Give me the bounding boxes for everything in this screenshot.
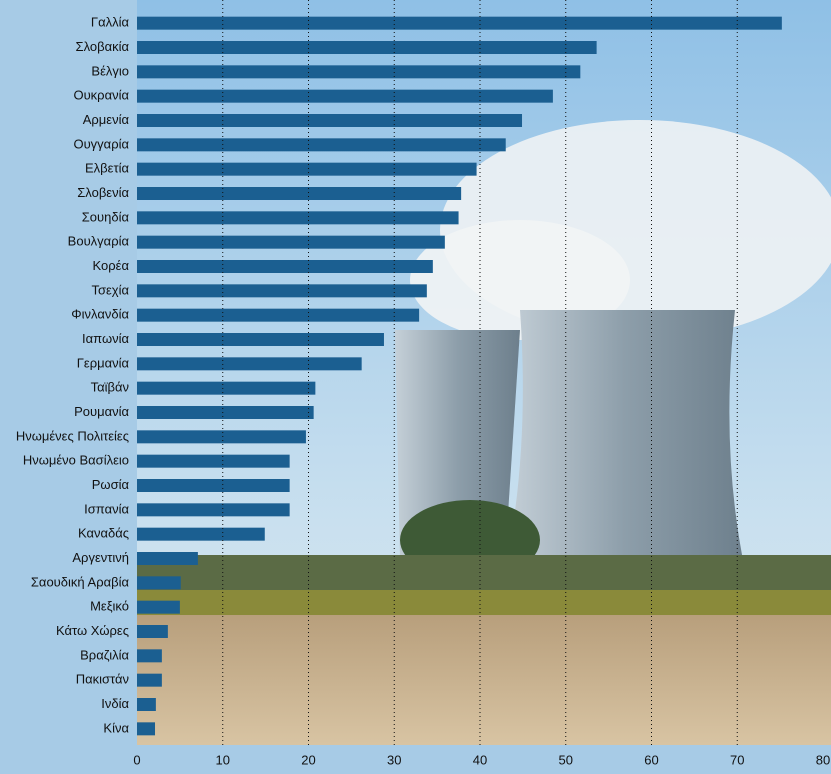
- bar: [137, 649, 162, 662]
- bar: [137, 41, 597, 54]
- y-tick-label: Κάτω Χώρες: [56, 623, 129, 638]
- bar: [137, 309, 419, 322]
- y-tick-label: Βραζιλία: [80, 647, 129, 662]
- bar: [137, 333, 384, 346]
- bar: [137, 211, 459, 224]
- y-tick-label: Μεξικό: [90, 599, 129, 614]
- bar: [137, 260, 433, 273]
- bar: [137, 90, 553, 103]
- y-tick-label: Ουγγαρία: [73, 136, 129, 151]
- bar: [137, 528, 265, 541]
- bar: [137, 455, 290, 468]
- y-tick-label: Σουηδία: [82, 209, 130, 224]
- bar: [137, 479, 290, 492]
- bar: [137, 722, 155, 735]
- y-tick-label: Ιαπωνία: [82, 331, 129, 346]
- y-tick-label: Βέλγιο: [91, 63, 129, 78]
- x-tick-label: 10: [216, 752, 230, 767]
- x-tick-label: 40: [473, 752, 487, 767]
- y-tick-label: Ηνωμένο Βασίλειο: [23, 453, 129, 468]
- y-tick-label: Ισπανία: [84, 501, 129, 516]
- y-tick-label: Πακιστάν: [76, 672, 129, 687]
- x-tick-label: 0: [133, 752, 140, 767]
- y-tick-label: Σαουδική Αραβία: [31, 574, 130, 589]
- y-tick-label: Γαλλία: [91, 15, 130, 30]
- bar: [137, 357, 362, 370]
- x-tick-label: 30: [387, 752, 401, 767]
- y-tick-label: Ταϊβάν: [91, 380, 129, 395]
- y-tick-label: Αρμενία: [83, 112, 130, 127]
- y-tick-label: Αργεντινή: [72, 550, 129, 565]
- y-tick-label: Καναδάς: [78, 526, 129, 541]
- y-tick-label: Ηνωμένες Πολιτείες: [16, 428, 129, 443]
- bar: [137, 406, 314, 419]
- x-tick-label: 20: [301, 752, 315, 767]
- bar: [137, 114, 522, 127]
- bar: [137, 163, 477, 176]
- bar: [137, 382, 315, 395]
- y-tick-label: Ινδία: [101, 696, 129, 711]
- page: Γαλλία Σλοβακία Βέλγιο Ουκρανία Αρμενία Ουγγα…: [0, 0, 831, 774]
- bar: [137, 236, 445, 249]
- bar: [137, 284, 427, 297]
- x-tick-label: 80: [816, 752, 830, 767]
- bar: [137, 674, 162, 687]
- y-tick-label: Τσεχία: [91, 282, 129, 297]
- bar: [137, 601, 180, 614]
- y-tick-label: Κορέα: [93, 258, 130, 273]
- x-tick-label: 60: [644, 752, 658, 767]
- y-tick-label: Σλοβενία: [77, 185, 129, 200]
- y-tick-label: Ρωσία: [92, 477, 130, 492]
- bar: [137, 698, 156, 711]
- bar: [137, 625, 168, 638]
- y-tick-label: Γερμανία: [77, 355, 130, 370]
- y-tick-label: Βουλγαρία: [68, 234, 130, 249]
- y-tick-label: Φινλανδία: [71, 307, 129, 322]
- y-tick-label: Κίνα: [103, 720, 129, 735]
- y-tick-label: Σλοβακία: [76, 39, 130, 54]
- photo: [137, 0, 831, 745]
- bar: [137, 576, 181, 589]
- bar: [137, 552, 198, 565]
- x-tick-label: 70: [730, 752, 744, 767]
- y-tick-label: Ουκρανία: [73, 88, 129, 103]
- bar: [137, 138, 506, 151]
- x-tick-label: 50: [559, 752, 573, 767]
- bar: [137, 65, 580, 78]
- y-tick-label: Ελβετία: [85, 161, 129, 176]
- chart: Γαλλία Σλοβακία Βέλγιο Ουκρανία Αρμενία Ουγγα…: [0, 0, 831, 774]
- bar: [137, 430, 306, 443]
- y-tick-label: Ρουμανία: [74, 404, 129, 419]
- bar: [137, 187, 461, 200]
- bar: [137, 503, 290, 516]
- bar: [137, 17, 782, 30]
